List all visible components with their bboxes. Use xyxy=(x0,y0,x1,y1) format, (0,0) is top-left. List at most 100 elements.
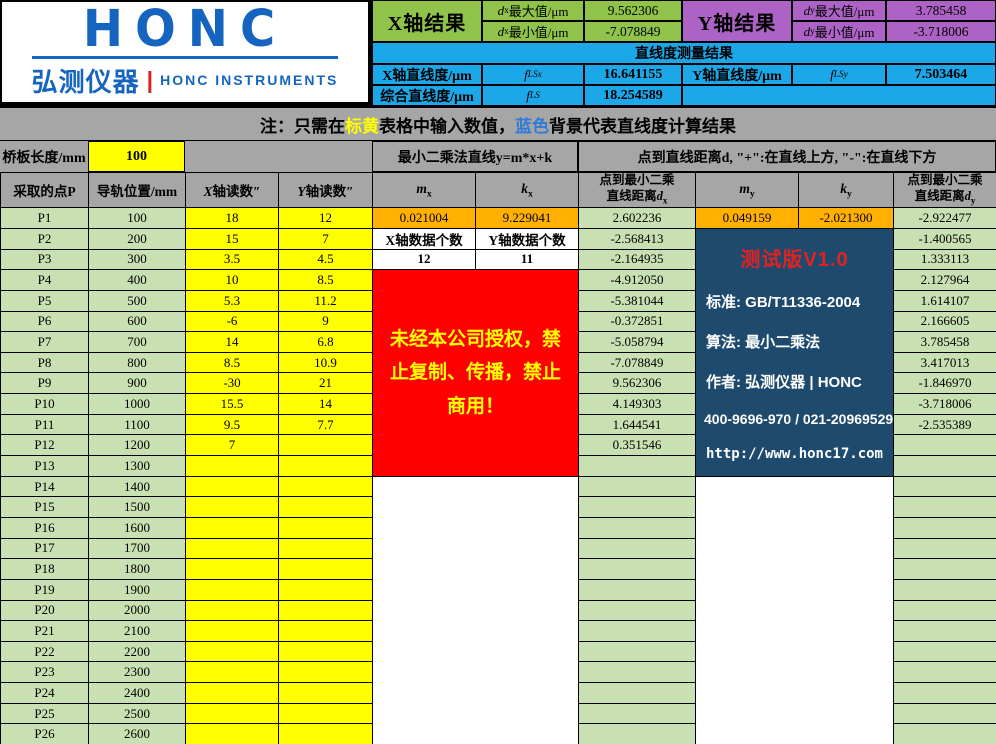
point-cell: P9 xyxy=(0,372,89,395)
table-row: P19 1900 xyxy=(0,578,996,601)
y-reading-cell[interactable] xyxy=(278,723,373,744)
standard-label: 标准: GB/T11336-2004 xyxy=(706,293,861,311)
y-reading-cell[interactable]: 11.2 xyxy=(278,289,373,312)
dy-cell xyxy=(893,640,996,663)
x-reading-cell[interactable]: 5.3 xyxy=(185,289,279,312)
y-reading-cell[interactable]: 21 xyxy=(278,372,373,395)
my-value-cell: 0.049159 xyxy=(695,207,799,229)
phone-label: 400-9696-970 / 021-20969529 xyxy=(704,410,894,427)
bridge-length-input[interactable]: 100 xyxy=(88,141,185,172)
y-reading-cell[interactable]: 12 xyxy=(278,207,373,229)
position-cell: 700 xyxy=(88,331,186,353)
header-ky: ky xyxy=(798,172,894,208)
position-cell: 1100 xyxy=(88,413,186,436)
x-reading-cell[interactable] xyxy=(185,455,279,477)
x-reading-cell[interactable] xyxy=(185,599,279,622)
x-reading-cell[interactable] xyxy=(185,537,279,560)
x-reading-cell[interactable]: 10 xyxy=(185,269,279,291)
header-x-reading: X轴读数″ xyxy=(185,172,279,208)
table-row: P16 1600 xyxy=(0,516,996,539)
y-reading-cell[interactable] xyxy=(278,620,373,642)
x-reading-cell[interactable]: -6 xyxy=(185,310,279,333)
dx-cell xyxy=(578,558,696,580)
x-reading-cell[interactable]: 3.5 xyxy=(185,248,279,271)
table-row: P2 200 15 7 X轴数据个数 Y轴数据个数 -2.568413 测试版V1.0 标准: … xyxy=(0,227,996,477)
x-reading-cell[interactable] xyxy=(185,475,279,498)
x-reading-cell[interactable] xyxy=(185,496,279,518)
table-row: P24 2400 xyxy=(0,682,996,704)
table-row: P12 1200 7 0.351546 xyxy=(0,434,996,457)
y-reading-cell[interactable] xyxy=(278,661,373,684)
x-reading-cell[interactable] xyxy=(185,516,279,539)
y-reading-cell[interactable] xyxy=(278,682,373,704)
summary-empty-cell xyxy=(682,85,996,106)
summary-title: 直线度测量结果 xyxy=(372,42,996,64)
y-reading-cell[interactable] xyxy=(278,599,373,622)
y-reading-cell[interactable] xyxy=(278,475,373,498)
x-reading-cell[interactable] xyxy=(185,578,279,601)
position-cell: 2300 xyxy=(88,661,186,684)
x-reading-cell[interactable]: 7 xyxy=(185,434,279,457)
table-row: P8 800 8.5 10.9 -7.078849 3.417013 xyxy=(0,351,996,374)
y-reading-cell[interactable] xyxy=(278,516,373,539)
dy-cell xyxy=(893,455,996,477)
x-reading-cell[interactable]: 8.5 xyxy=(185,351,279,374)
x-reading-cell[interactable] xyxy=(185,661,279,684)
x-reading-cell[interactable] xyxy=(185,558,279,580)
x-reading-cell[interactable]: 15.5 xyxy=(185,393,279,415)
y-reading-cell[interactable] xyxy=(278,434,373,457)
dy-cell xyxy=(893,434,996,457)
x-reading-cell[interactable] xyxy=(185,640,279,663)
y-reading-cell[interactable] xyxy=(278,537,373,560)
position-cell: 2600 xyxy=(88,723,186,744)
position-cell: 400 xyxy=(88,269,186,291)
position-cell: 1700 xyxy=(88,537,186,560)
dx-cell: -0.372851 xyxy=(578,310,696,333)
point-cell: P18 xyxy=(0,558,89,580)
empty-region-left xyxy=(372,476,579,744)
y-reading-cell[interactable]: 7.7 xyxy=(278,413,373,436)
x-reading-cell[interactable]: 14 xyxy=(185,331,279,353)
x-reading-cell[interactable] xyxy=(185,620,279,642)
data-table-body: P1 100 18 12 0.021004 9.229041 2.602236 0.04915… xyxy=(0,207,996,744)
dx-max-value: 9.562306 xyxy=(584,0,682,21)
x-reading-cell[interactable] xyxy=(185,723,279,744)
version-info-content: 测试版V1.0 标准: GB/T11336-2004 算法: 最小二乘法 作者: 弘测… xyxy=(697,229,894,475)
least-squares-header: 最小二乘法直线y=m*x+k xyxy=(372,141,578,172)
position-cell: 500 xyxy=(88,289,186,312)
fls-symbol: f LS xyxy=(482,85,584,106)
y-reading-cell[interactable] xyxy=(278,640,373,663)
y-reading-cell[interactable]: 4.5 xyxy=(278,248,373,271)
position-cell: 2000 xyxy=(88,599,186,622)
y-reading-cell[interactable] xyxy=(278,558,373,580)
x-reading-cell[interactable] xyxy=(185,682,279,704)
y-reading-cell[interactable] xyxy=(278,455,373,477)
point-cell: P26 xyxy=(0,723,89,744)
point-cell: P20 xyxy=(0,599,89,622)
y-reading-cell[interactable] xyxy=(278,578,373,601)
header-y-reading: Y轴读数″ xyxy=(278,172,373,208)
header-position: 导轨位置/mm xyxy=(88,172,186,208)
point-cell: P22 xyxy=(0,640,89,663)
x-reading-cell[interactable]: 18 xyxy=(185,207,279,229)
point-cell: P8 xyxy=(0,351,89,374)
x-reading-cell[interactable]: 15 xyxy=(185,227,279,250)
y-reading-cell[interactable]: 7 xyxy=(278,227,373,250)
dx-cell: 9.562306 xyxy=(578,372,696,395)
x-reading-cell[interactable]: 9.5 xyxy=(185,413,279,436)
y-reading-cell[interactable]: 8.5 xyxy=(278,269,373,291)
y-reading-cell[interactable]: 9 xyxy=(278,310,373,333)
x-reading-cell[interactable]: -30 xyxy=(185,372,279,395)
y-reading-cell[interactable] xyxy=(278,496,373,518)
y-reading-cell[interactable]: 10.9 xyxy=(278,351,373,374)
position-cell: 2500 xyxy=(88,702,186,725)
y-reading-cell[interactable]: 14 xyxy=(278,393,373,415)
y-reading-cell[interactable] xyxy=(278,702,373,725)
dy-cell xyxy=(893,682,996,704)
x-reading-cell[interactable] xyxy=(185,702,279,725)
point-cell: P19 xyxy=(0,578,89,601)
bridge-length-row: 桥板长度/mm 100 最小二乘法直线y=m*x+k 点到直线距离d, "+":… xyxy=(0,140,996,172)
logo-chinese-name: 弘测仪器 xyxy=(31,66,140,97)
y-reading-cell[interactable]: 6.8 xyxy=(278,331,373,353)
header-dy: 点到最小二乘 直线距离dy xyxy=(893,172,996,208)
